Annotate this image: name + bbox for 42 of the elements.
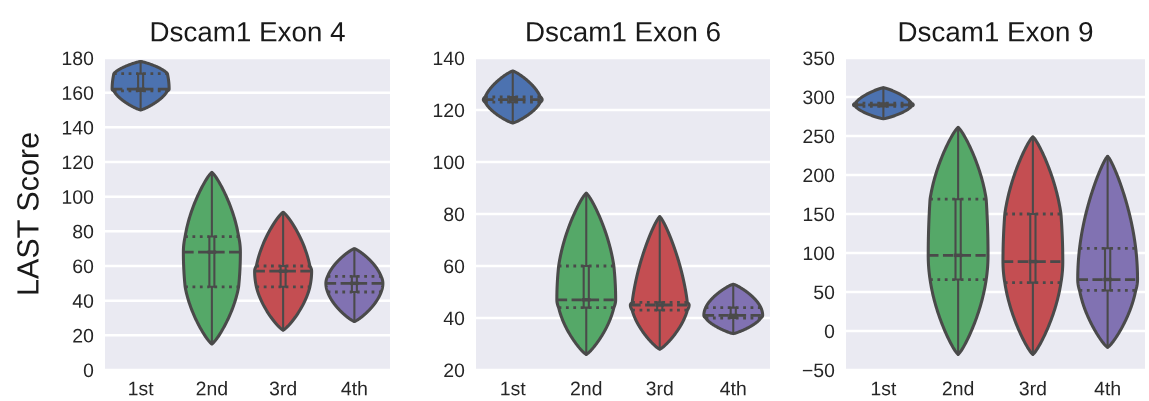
y-tick-label: 100 xyxy=(62,190,94,204)
y-tick-label: 160 xyxy=(62,86,94,100)
y-tick-label: 60 xyxy=(444,259,465,274)
y-tick-label: 80 xyxy=(73,224,94,239)
y-tick-label: −50 xyxy=(802,363,835,378)
x-tick-label: 3rd xyxy=(1019,381,1046,396)
y-tick-label: 100 xyxy=(803,246,835,261)
x-tick-label: 3rd xyxy=(269,381,296,396)
y-tick-label: 0 xyxy=(824,324,835,339)
x-tick-label: 1st xyxy=(129,381,154,396)
x-tick-label: 1st xyxy=(501,381,526,396)
y-tick-label: 50 xyxy=(814,285,835,300)
y-tick-label: 200 xyxy=(803,168,835,183)
chart-title: Dscam1 Exon 6 xyxy=(527,21,720,42)
x-tick-label: 2nd xyxy=(196,381,227,396)
y-tick-label: 20 xyxy=(444,363,465,378)
y-tick-label: 40 xyxy=(72,294,94,308)
x-tick-label: 2nd xyxy=(571,381,602,396)
y-tick-label: 20 xyxy=(73,328,94,343)
y-tick-label: 0 xyxy=(83,363,94,378)
y-tick-label: 150 xyxy=(803,207,835,222)
x-tick-label: 4th xyxy=(1094,381,1120,396)
x-tick-label: 4th xyxy=(720,381,746,396)
y-tick-label: 100 xyxy=(433,155,465,170)
x-tick-label: 3rd xyxy=(646,381,673,396)
y-tick-label: 140 xyxy=(433,51,465,66)
y-tick-label: 300 xyxy=(803,90,835,105)
y-tick-label: 120 xyxy=(433,103,465,118)
y-tick-label: 60 xyxy=(73,259,94,274)
x-tick-label: 2nd xyxy=(942,381,974,396)
x-tick-label: 1st xyxy=(871,381,897,396)
y-tick-label: 40 xyxy=(443,311,465,326)
y-tick-label: 180 xyxy=(62,51,94,66)
y-tick-label: 120 xyxy=(62,155,94,170)
x-tick-label: 4th xyxy=(341,381,367,396)
y-tick-label: 80 xyxy=(444,207,465,222)
chart-title: Dscam1 Exon 4 xyxy=(151,22,345,42)
y-tick-label: 140 xyxy=(62,120,94,135)
y-axis-title: LAST Score xyxy=(17,133,39,294)
y-tick-label: 250 xyxy=(803,129,835,144)
y-tick-label: 350 xyxy=(803,51,835,66)
chart-title: Dscam1 Exon 9 xyxy=(899,21,1093,42)
